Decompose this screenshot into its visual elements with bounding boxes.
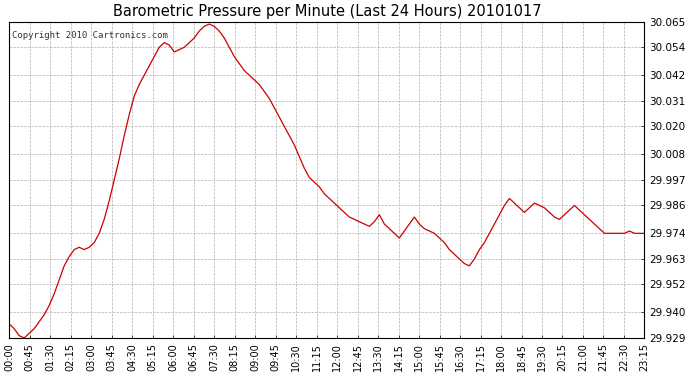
Text: Copyright 2010 Cartronics.com: Copyright 2010 Cartronics.com [12, 31, 168, 40]
Title: Barometric Pressure per Minute (Last 24 Hours) 20101017: Barometric Pressure per Minute (Last 24 … [112, 4, 541, 19]
